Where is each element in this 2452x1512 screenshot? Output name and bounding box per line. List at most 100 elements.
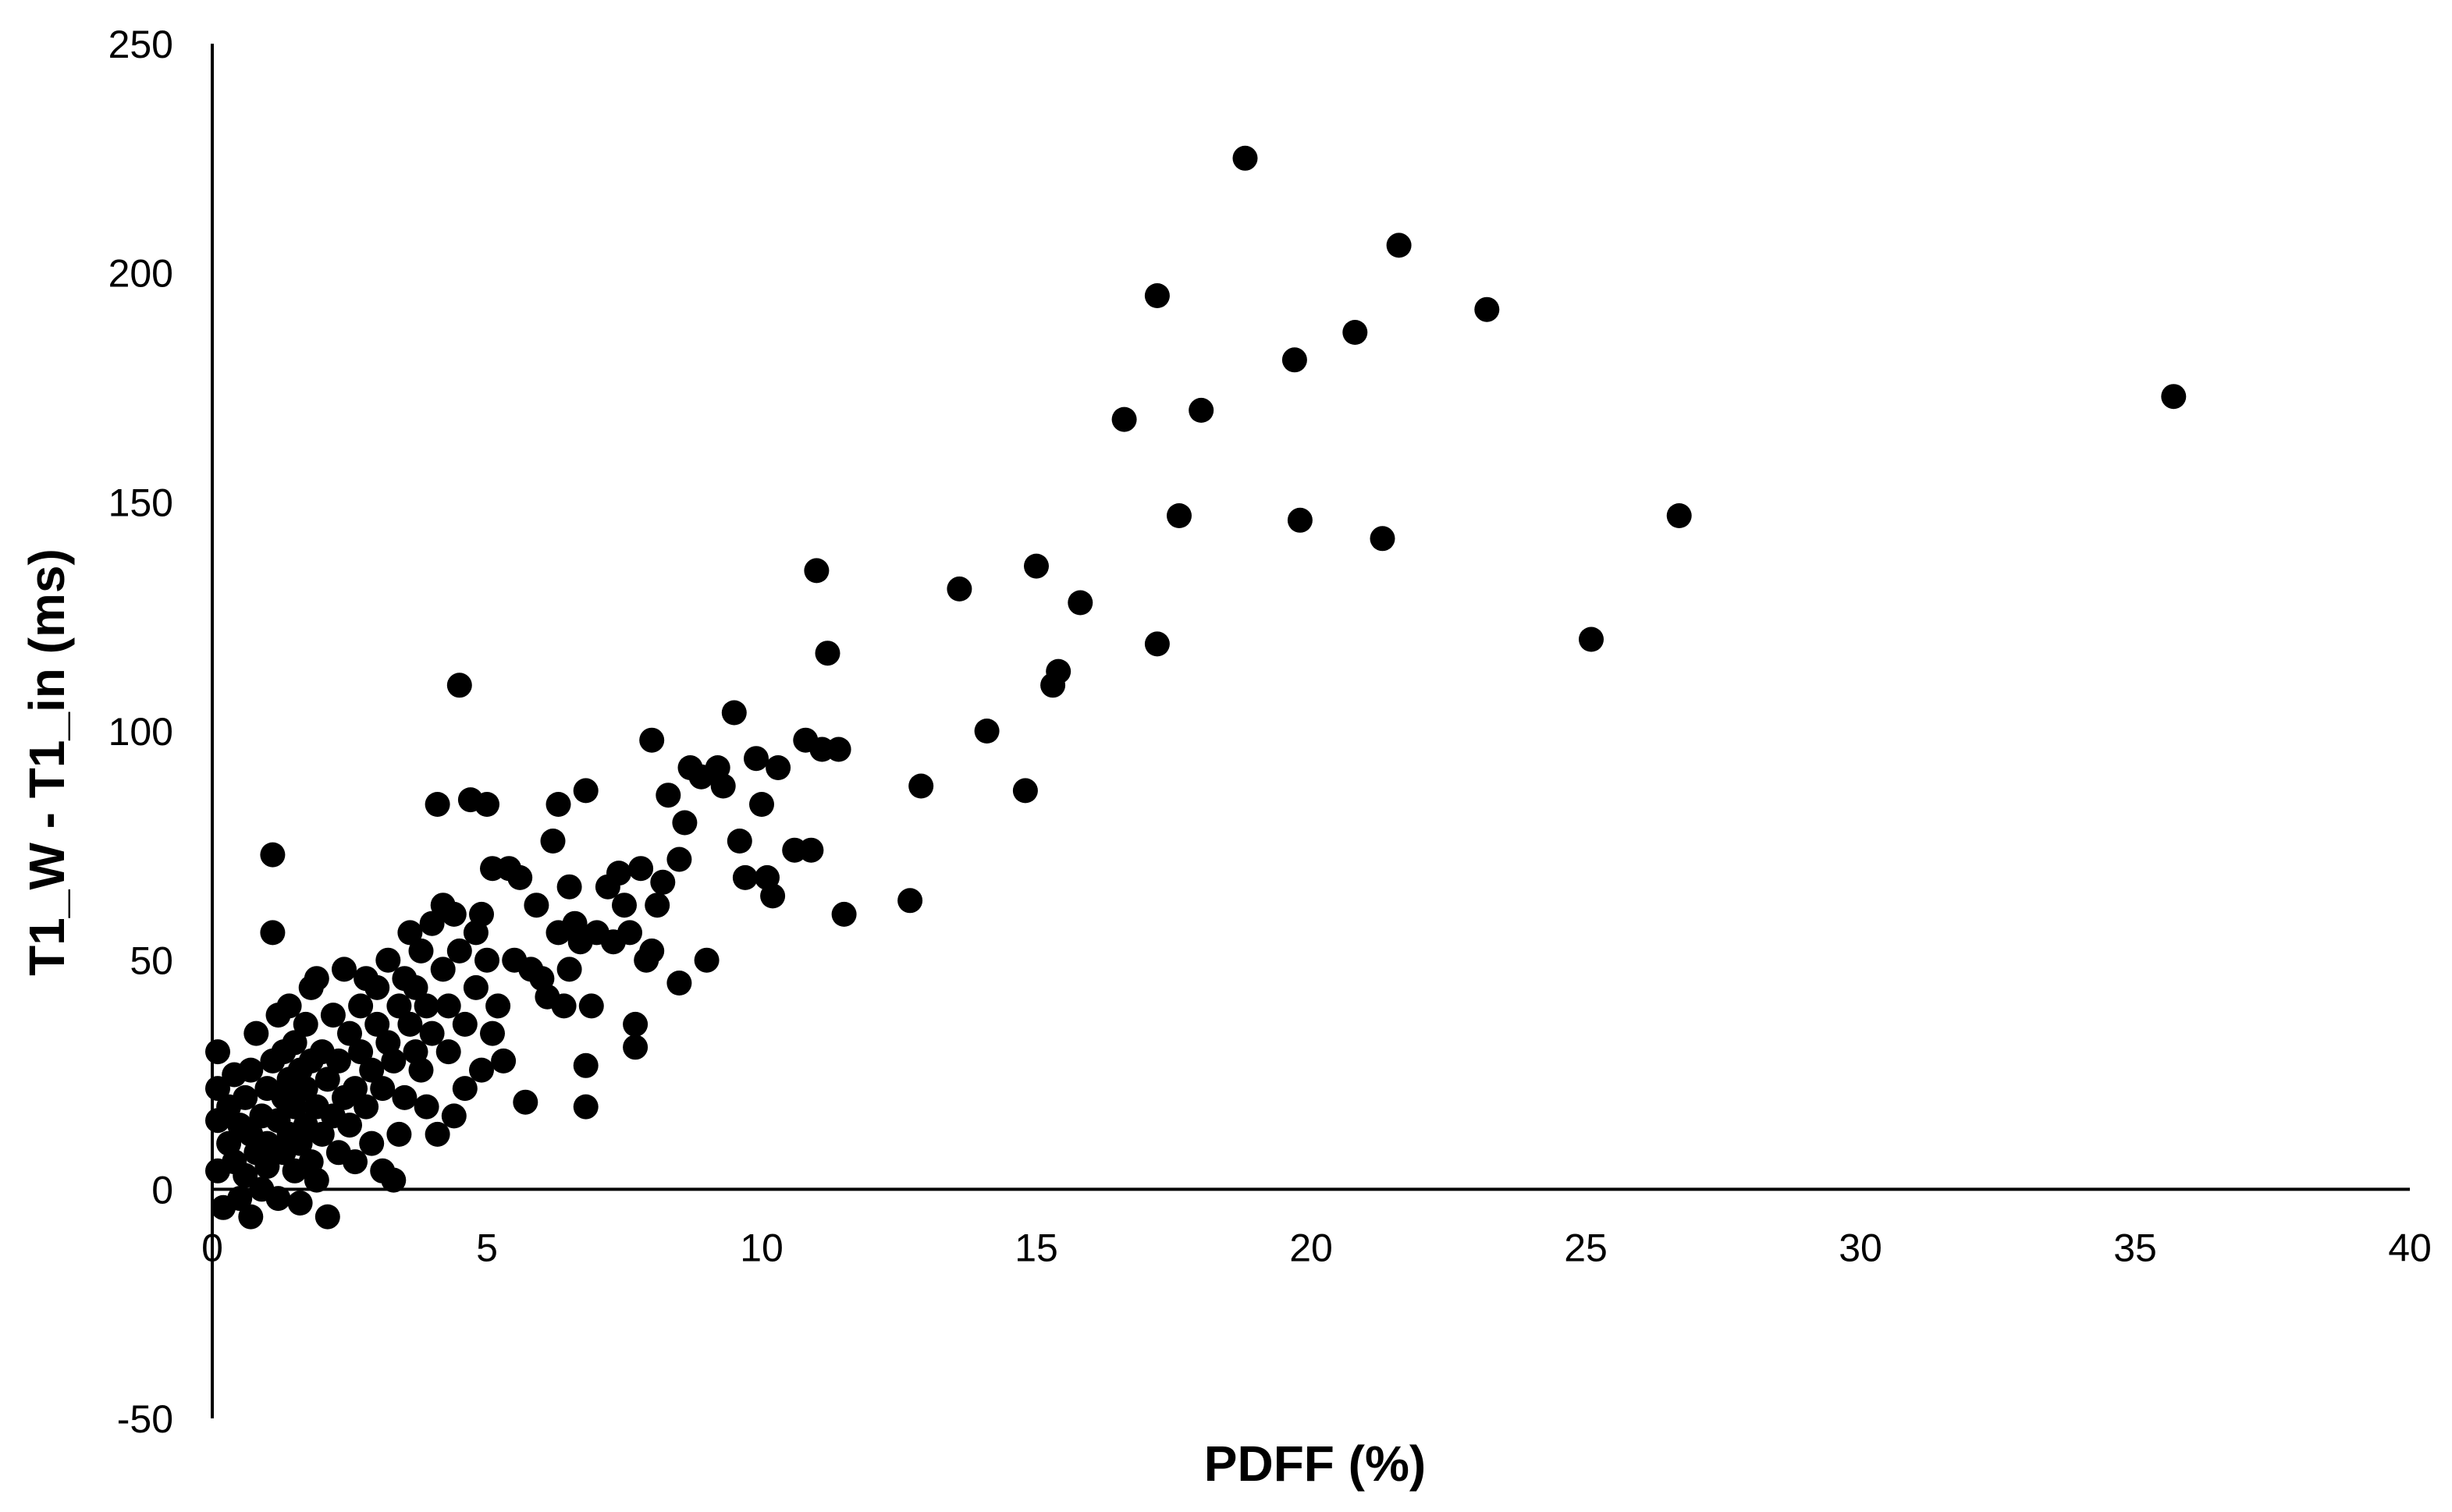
data-point: [359, 1057, 385, 1083]
data-point: [1024, 553, 1049, 579]
data-point: [469, 1057, 494, 1083]
data-point: [727, 829, 752, 854]
data-point: [293, 1076, 318, 1102]
x-tick-label: 10: [740, 1226, 784, 1269]
data-point: [573, 1052, 599, 1078]
data-point: [386, 993, 412, 1019]
data-point: [441, 1103, 467, 1129]
x-tick-label: 15: [1015, 1226, 1058, 1269]
data-point: [831, 901, 857, 927]
data-point: [513, 1089, 538, 1115]
data-point: [2161, 384, 2187, 410]
data-point: [260, 842, 286, 868]
data-point: [826, 736, 851, 762]
x-tick-label: 20: [1289, 1226, 1333, 1269]
x-tick-labels: 0 5 10 15 20 25 30 35 40: [201, 1226, 2432, 1269]
y-tick-label: 150: [108, 481, 173, 524]
x-tick-label: 40: [2388, 1226, 2432, 1269]
data-point: [364, 1011, 390, 1037]
x-tick-label: 0: [201, 1226, 223, 1269]
data-point: [435, 1039, 461, 1065]
data-point: [1046, 658, 1071, 684]
data-point: [276, 993, 302, 1019]
data-point: [666, 847, 692, 872]
data-point: [304, 1167, 329, 1193]
data-point: [1012, 778, 1038, 804]
data-point: [639, 727, 665, 753]
data-point: [408, 938, 434, 964]
y-tick-label: 50: [130, 939, 173, 983]
x-tick-label: 25: [1564, 1226, 1608, 1269]
data-point: [491, 1048, 517, 1074]
data-point: [348, 1039, 374, 1065]
data-point: [381, 1167, 407, 1193]
data-point: [337, 1113, 362, 1138]
data-point: [1232, 145, 1258, 171]
data-point: [474, 792, 499, 817]
data-point: [419, 910, 445, 936]
y-tick-label: 250: [108, 23, 173, 66]
data-point: [1386, 232, 1412, 258]
data-point: [721, 700, 747, 726]
data-point: [645, 893, 670, 918]
data-point: [359, 1130, 385, 1156]
data-point: [325, 1048, 351, 1074]
data-point: [414, 1094, 439, 1120]
data-point: [370, 1076, 396, 1102]
data-point: [507, 864, 533, 890]
data-point: [485, 993, 511, 1019]
data-point: [1068, 590, 1093, 616]
data-point: [408, 1057, 434, 1083]
data-point: [354, 1094, 379, 1120]
y-tick-label: -50: [117, 1397, 173, 1441]
data-point: [1111, 406, 1137, 432]
data-point: [414, 993, 439, 1019]
data-point: [441, 901, 467, 927]
data-point: [744, 746, 769, 772]
axes: [211, 44, 2410, 1418]
data-point: [1287, 507, 1313, 533]
data-point: [1474, 296, 1500, 322]
data-point: [578, 993, 604, 1019]
data-point: [205, 1076, 230, 1102]
data-point: [304, 966, 329, 992]
data-point: [265, 1186, 291, 1212]
data-point: [710, 773, 736, 799]
data-point: [425, 792, 450, 817]
data-point: [573, 778, 599, 804]
data-point: [463, 974, 489, 1000]
data-point: [623, 1011, 649, 1037]
data-point: [573, 1094, 599, 1120]
data-point: [897, 888, 923, 914]
data-point: [556, 957, 582, 982]
x-axis-title: PDFF (%): [1204, 1436, 1426, 1492]
data-point: [815, 641, 840, 666]
data-point: [974, 719, 1000, 744]
data-point: [766, 755, 791, 780]
data-point: [556, 874, 582, 900]
data-point: [386, 1121, 412, 1147]
data-point: [287, 1191, 313, 1216]
data-point: [606, 861, 631, 886]
data-point: [233, 1084, 258, 1110]
data-point: [238, 1057, 264, 1083]
data-point: [469, 901, 494, 927]
data-point: [639, 938, 665, 964]
data-point: [650, 869, 676, 895]
data-point: [623, 1035, 649, 1060]
data-point: [332, 957, 357, 982]
data-point: [348, 993, 374, 1019]
y-tick-label: 0: [151, 1168, 173, 1212]
data-point: [749, 792, 774, 817]
data-point: [419, 1020, 445, 1046]
data-point: [381, 1048, 407, 1074]
data-point: [540, 829, 566, 854]
data-point: [524, 893, 549, 918]
x-tick-label: 30: [1839, 1226, 1882, 1269]
data-point: [474, 947, 499, 973]
data-point: [656, 783, 681, 808]
data-point: [551, 993, 577, 1019]
data-point: [480, 1020, 505, 1046]
data-point: [282, 1030, 307, 1056]
